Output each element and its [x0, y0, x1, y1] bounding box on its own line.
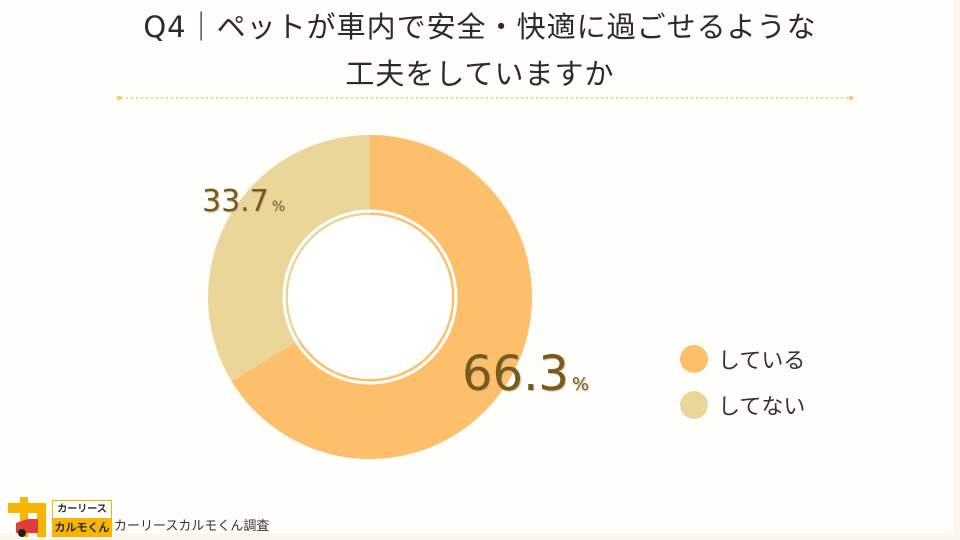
donut-slice-0 [231, 135, 532, 460]
no-pct: % [271, 199, 286, 215]
legend-swatch-yes [680, 345, 708, 373]
car-logo-icon [8, 497, 46, 537]
no-value: 33.7 [202, 184, 269, 219]
yes-pct: % [571, 374, 589, 395]
legend-item-yes: している [680, 336, 805, 382]
title-line-1: Q4｜ペットが車内で安全・快適に過ごせるような [143, 10, 817, 44]
logo-text-top: カーリース [52, 500, 112, 519]
title-divider [116, 96, 854, 100]
survey-credit: カーリースカルモくん調査 [114, 519, 270, 534]
logo-text-bottom: カルモくん [52, 518, 112, 537]
legend-label-yes: している [718, 349, 806, 374]
brand-logo: カーリース カルモくん [6, 497, 112, 537]
title-line-2: 工夫をしていますか [345, 57, 615, 91]
legend-swatch-no [680, 391, 708, 419]
legend-label-no: してない [718, 395, 806, 420]
legend-item-no: してない [680, 382, 805, 428]
slice-label-yes: 66.3% [462, 346, 589, 402]
legend: している してない [680, 336, 805, 428]
chart-title: Q4｜ペットが車内で安全・快適に過ごせるような 工夫をしていますか [0, 4, 960, 98]
yes-value: 66.3 [462, 346, 569, 402]
donut-slice-1 [207, 135, 370, 382]
slice-label-no: 33.7% [202, 184, 285, 219]
